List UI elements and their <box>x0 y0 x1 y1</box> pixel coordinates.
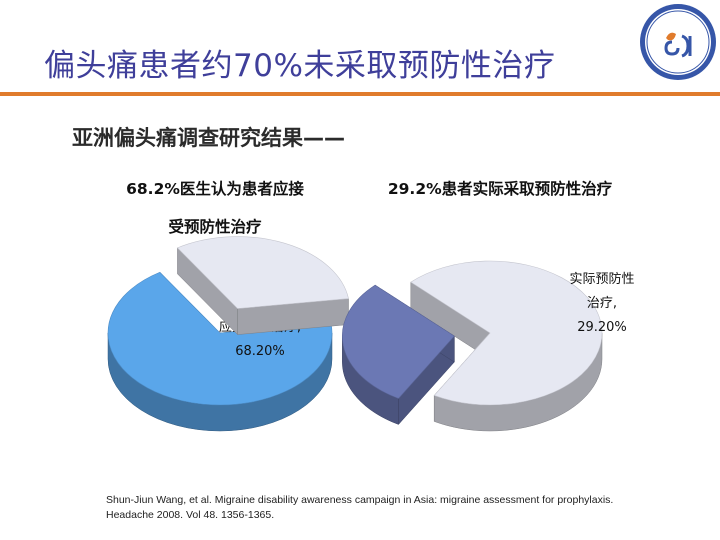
left-chart-title: 68.2%医生认为患者应接 受预防性治疗 <box>105 170 325 246</box>
left-chart-title-line: 受预防性治疗 <box>168 218 262 236</box>
society-logo <box>640 4 716 80</box>
right-chart-title: 29.2%患者实际采取预防性治疗 <box>380 170 620 208</box>
pie-slice <box>410 260 603 432</box>
pie-slice-label: 实际预防性治疗, 29.20% <box>569 271 634 335</box>
title-divider <box>0 92 720 96</box>
slide-title: 偏头痛患者约70%未采取预防性治疗 <box>44 48 556 84</box>
citation: Shun-Jiun Wang, et al. Migraine disabili… <box>106 494 614 521</box>
section-subtitle: 亚洲偏头痛调查研究结果—— <box>72 126 345 150</box>
pie-slice <box>176 236 349 336</box>
left-chart-title-line: 68.2%医生认为患者应接 <box>126 180 304 198</box>
pie-slice <box>107 271 333 432</box>
pie-slice <box>342 284 455 426</box>
right-chart-title-line: 29.2%患者实际采取预防性治疗 <box>387 180 613 198</box>
